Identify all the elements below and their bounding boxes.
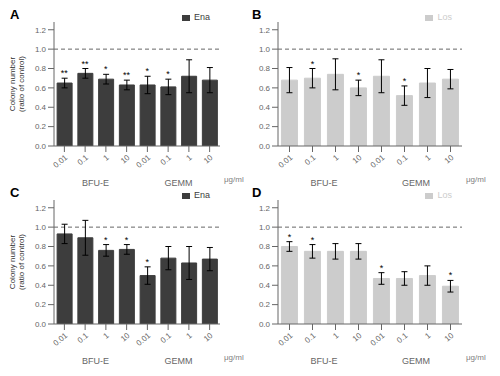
svg-text:1.0: 1.0 bbox=[35, 45, 47, 54]
svg-text:10: 10 bbox=[119, 331, 132, 344]
html-text:B: B bbox=[252, 7, 262, 22]
svg-text:1: 1 bbox=[423, 153, 433, 163]
svg-text:0.6: 0.6 bbox=[259, 262, 271, 271]
svg-text:BFU-E: BFU-E bbox=[311, 356, 338, 364]
svg-text:1: 1 bbox=[331, 331, 341, 341]
svg-text:0.01: 0.01 bbox=[369, 153, 387, 170]
svg-text:0.1: 0.1 bbox=[159, 153, 174, 167]
svg-text:1: 1 bbox=[102, 331, 112, 341]
svg-text:1.0: 1.0 bbox=[35, 223, 47, 232]
svg-text:*: * bbox=[380, 263, 384, 273]
svg-text:10: 10 bbox=[443, 331, 456, 344]
svg-text:*: * bbox=[146, 257, 150, 267]
svg-text:*: * bbox=[104, 235, 108, 245]
svg-text:0.0: 0.0 bbox=[35, 320, 47, 329]
svg-text:**: ** bbox=[61, 68, 69, 78]
svg-text:*: * bbox=[403, 76, 407, 86]
svg-text:0.4: 0.4 bbox=[35, 281, 47, 290]
svg-text:0.01: 0.01 bbox=[52, 331, 70, 348]
svg-text:0.0: 0.0 bbox=[259, 142, 271, 151]
svg-text:10: 10 bbox=[119, 153, 132, 166]
svg-text:0.01: 0.01 bbox=[277, 331, 295, 348]
svg-text:0.8: 0.8 bbox=[259, 242, 271, 251]
svg-text:10: 10 bbox=[202, 153, 215, 166]
svg-text:*: * bbox=[166, 69, 170, 79]
svg-text:0.2: 0.2 bbox=[35, 300, 47, 309]
svg-text:0.1: 0.1 bbox=[303, 331, 318, 345]
svg-text:*: * bbox=[125, 235, 129, 245]
svg-text:0.2: 0.2 bbox=[259, 300, 271, 309]
svg-text:GEMM: GEMM bbox=[402, 356, 430, 364]
svg-text:μg/ml: μg/ml bbox=[224, 353, 244, 362]
svg-text:0.8: 0.8 bbox=[35, 242, 47, 251]
html-text:Los: Los bbox=[437, 190, 452, 200]
svg-text:Colony number(ratio of control: Colony number(ratio of control) bbox=[8, 234, 26, 290]
svg-text:0.01: 0.01 bbox=[135, 153, 153, 170]
html-text:Los: Los bbox=[437, 12, 452, 22]
svg-text:0.01: 0.01 bbox=[369, 331, 387, 348]
svg-text:BFU-E: BFU-E bbox=[82, 178, 109, 186]
html-text:A: A bbox=[10, 7, 20, 22]
svg-text:10: 10 bbox=[351, 153, 364, 166]
svg-text:*: * bbox=[449, 270, 453, 280]
svg-text:GEMM: GEMM bbox=[402, 178, 430, 186]
svg-text:μg/ml: μg/ml bbox=[466, 175, 486, 184]
svg-text:0.6: 0.6 bbox=[35, 84, 47, 93]
svg-text:*: * bbox=[146, 66, 150, 76]
svg-text:0.01: 0.01 bbox=[52, 153, 70, 170]
svg-text:*: * bbox=[357, 70, 361, 80]
svg-text:*: * bbox=[104, 64, 108, 74]
svg-text:0.0: 0.0 bbox=[35, 142, 47, 151]
svg-text:BFU-E: BFU-E bbox=[82, 356, 109, 364]
svg-text:10: 10 bbox=[351, 331, 364, 344]
svg-text:0.6: 0.6 bbox=[35, 262, 47, 271]
svg-text:0.1: 0.1 bbox=[395, 153, 410, 167]
svg-text:Colony number(ratio of control: Colony number(ratio of control) bbox=[8, 56, 26, 112]
svg-text:0.2: 0.2 bbox=[259, 122, 271, 131]
svg-text:0.01: 0.01 bbox=[277, 153, 295, 170]
svg-text:1: 1 bbox=[423, 331, 433, 341]
svg-text:*: * bbox=[311, 235, 315, 245]
svg-text:*: * bbox=[288, 232, 292, 242]
svg-text:0.1: 0.1 bbox=[76, 331, 91, 345]
svg-text:1: 1 bbox=[102, 153, 112, 163]
svg-text:**: ** bbox=[82, 59, 90, 69]
html-text:Ena: Ena bbox=[194, 12, 210, 22]
svg-text:GEMM: GEMM bbox=[165, 356, 193, 364]
svg-text:BFU-E: BFU-E bbox=[311, 178, 338, 186]
svg-text:**: ** bbox=[123, 70, 131, 80]
svg-text:1.0: 1.0 bbox=[259, 45, 271, 54]
svg-text:1: 1 bbox=[185, 153, 195, 163]
svg-text:10: 10 bbox=[443, 153, 456, 166]
svg-text:μg/ml: μg/ml bbox=[224, 175, 244, 184]
svg-text:0.1: 0.1 bbox=[76, 153, 91, 167]
svg-text:0.0: 0.0 bbox=[259, 320, 271, 329]
svg-text:0.01: 0.01 bbox=[135, 331, 153, 348]
svg-text:10: 10 bbox=[202, 331, 215, 344]
svg-text:1.2: 1.2 bbox=[259, 26, 271, 35]
svg-text:0.4: 0.4 bbox=[259, 103, 271, 112]
svg-text:1.2: 1.2 bbox=[35, 26, 47, 35]
svg-text:*: * bbox=[311, 59, 315, 69]
svg-text:1.2: 1.2 bbox=[259, 204, 271, 213]
svg-text:0.1: 0.1 bbox=[303, 153, 318, 167]
svg-text:0.1: 0.1 bbox=[159, 331, 174, 345]
svg-text:GEMM: GEMM bbox=[165, 178, 193, 186]
svg-text:0.4: 0.4 bbox=[259, 281, 271, 290]
svg-text:0.8: 0.8 bbox=[35, 64, 47, 73]
svg-text:1: 1 bbox=[185, 331, 195, 341]
html-text:C: C bbox=[10, 185, 20, 200]
svg-text:0.6: 0.6 bbox=[259, 84, 271, 93]
svg-text:0.4: 0.4 bbox=[35, 103, 47, 112]
svg-text:0.2: 0.2 bbox=[35, 122, 47, 131]
svg-text:1.2: 1.2 bbox=[35, 204, 47, 213]
html-text:D: D bbox=[252, 185, 262, 200]
html-text:Ena: Ena bbox=[194, 190, 210, 200]
svg-text:1.0: 1.0 bbox=[259, 223, 271, 232]
svg-text:0.1: 0.1 bbox=[395, 331, 410, 345]
svg-text:μg/ml: μg/ml bbox=[466, 353, 486, 362]
svg-text:0.8: 0.8 bbox=[259, 64, 271, 73]
svg-text:1: 1 bbox=[331, 153, 341, 163]
